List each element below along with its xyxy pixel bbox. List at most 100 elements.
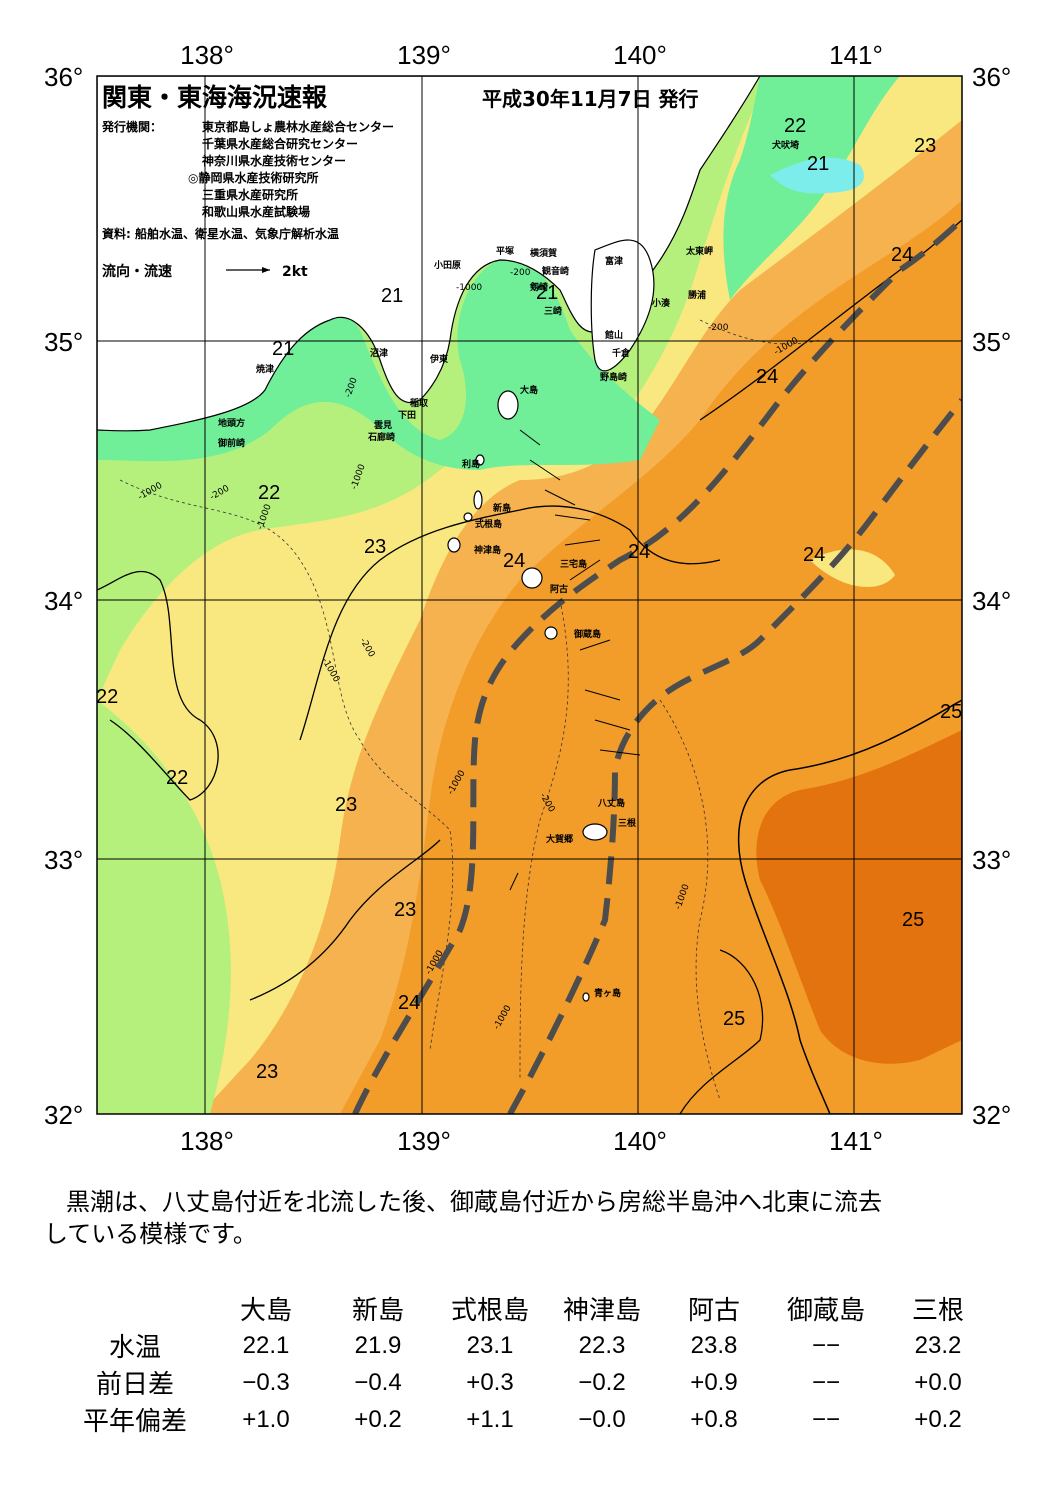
table-header-row: 大島 新島 式根島 神津島 阿古 御蔵島 三根 — [60, 1290, 994, 1327]
map-frame — [96, 75, 963, 1115]
contour-label: 23 — [394, 899, 416, 921]
current-legend-label: 流向・流速 — [102, 263, 172, 280]
current-arrow — [594, 719, 631, 731]
place-label: 焼津 — [256, 363, 274, 375]
kuroshio-axis — [352, 217, 962, 1114]
sea-temperature-map: 138° 139° 140° 141° 138° 139° 140° 141° … — [44, 40, 1011, 1156]
table-cell: 22.1 — [242, 1331, 290, 1359]
contour-label: 23 — [364, 536, 386, 558]
contour-label: 21 — [536, 282, 558, 304]
issuer: ◎静岡県水産技術研究所 — [188, 170, 318, 185]
contour-label: 22 — [258, 482, 280, 504]
column-header: 大島 — [239, 1296, 292, 1326]
lat-label-left: 35° — [44, 327, 83, 357]
contour-label: 25 — [902, 909, 924, 931]
place-label: 館山 — [604, 329, 623, 341]
issuer: 三重県水産研究所 — [202, 187, 298, 202]
honshu-coast — [97, 76, 761, 432]
column-header: 新島 — [351, 1296, 404, 1326]
issuers-label: 発行機関： — [101, 119, 162, 134]
contour-label: 25 — [723, 1008, 745, 1030]
lat-label-left: 33° — [44, 845, 83, 875]
table-cell: +1.0 — [242, 1405, 290, 1433]
place-label: 阿古 — [550, 583, 568, 595]
current-arrow — [579, 639, 611, 651]
depth-label: -1000 — [456, 283, 482, 293]
kozushima-island — [447, 537, 461, 553]
description-text: 黒潮は、八丈島付近を北流した後、御蔵島付近から房総半島沖へ北東に流去 している模… — [44, 1186, 1024, 1250]
map-title: 関東・東海海況速報 — [102, 83, 328, 112]
contour-label: 24 — [398, 992, 420, 1014]
place-label: 石廊崎 — [367, 431, 395, 443]
place-labels: 大島 利島 新島 式根島 神津島 三宅島 阿古 御蔵島 八丈島 三根 大賀郷 青… — [217, 139, 799, 999]
place-label: 雲見 — [374, 419, 392, 431]
column-header: 神津島 — [562, 1296, 641, 1326]
place-label: 伊東 — [429, 353, 448, 365]
table-cell: −− — [811, 1368, 841, 1396]
description-line: 黒潮は、八丈島付近を北流した後、御蔵島付近から房総半島沖へ北東に流去 — [66, 1188, 882, 1216]
aogashima-island — [582, 992, 590, 1002]
place-label: 千倉 — [612, 347, 631, 359]
place-label: 小湊 — [651, 297, 671, 309]
contour-label: 22 — [166, 767, 188, 789]
table-cell: +0.9 — [690, 1368, 738, 1396]
lon-label-top: 141° — [829, 40, 883, 70]
toshima-island — [475, 454, 485, 466]
isotherm-25 — [737, 699, 962, 1114]
place-label: 神津島 — [474, 544, 501, 556]
lon-label-top: 140° — [613, 40, 667, 70]
kuroshio-axis-main — [352, 217, 962, 1114]
lat-label-right: 32° — [972, 1100, 1011, 1130]
cold-water-21 — [770, 157, 864, 194]
lat-label-right: 34° — [972, 586, 1011, 616]
lon-label-bottom: 139° — [397, 1126, 451, 1156]
zone-21 — [97, 258, 660, 470]
place-label: 式根島 — [475, 518, 502, 530]
contour-label: 24 — [891, 244, 913, 266]
place-label: 御蔵島 — [573, 628, 601, 640]
map-header: 関東・東海海況速報 平成30年11月7日 発行 発行機関： 東京都島しょ農林水産… — [101, 83, 699, 280]
table-cell: +0.2 — [914, 1405, 962, 1433]
oshima-island — [497, 390, 519, 420]
issuer: 千葉県水産総合研究センター — [202, 136, 358, 151]
place-label: 大賀郷 — [546, 833, 573, 845]
contour-label: 21 — [807, 153, 829, 175]
table-row: 水温 22.1 21.9 23.1 22.3 23.8 −− 23.2 — [60, 1327, 994, 1364]
place-label: 勝浦 — [688, 289, 706, 301]
depth-1000-central — [519, 599, 569, 1081]
column-header: 阿古 — [687, 1296, 740, 1326]
row-label: 前日差 — [95, 1370, 174, 1400]
zone-26 — [756, 730, 962, 1064]
axis-labels: 138° 139° 140° 141° 138° 139° 140° 141° … — [44, 40, 1011, 1156]
graticule — [97, 76, 962, 1114]
lon-label-bottom: 141° — [829, 1126, 883, 1156]
place-label: 剱崎 — [529, 281, 548, 293]
issuer: 神奈川県水産技術センター — [202, 153, 346, 168]
row-label: 水温 — [108, 1333, 161, 1363]
contour-label: 24 — [503, 550, 525, 572]
depth-1000-east — [659, 699, 721, 1101]
issuer: 東京都島しょ農林水産総合センター — [202, 119, 394, 134]
description-line: している模様です。 — [44, 1220, 257, 1248]
contour-label: 22 — [96, 686, 118, 708]
contour-label: 25 — [940, 701, 962, 723]
place-label: 三根 — [618, 817, 637, 829]
depth-1000-west — [119, 479, 454, 1051]
place-label: 太東岬 — [685, 245, 713, 257]
current-arrow — [554, 514, 591, 521]
current-vectors — [509, 429, 641, 891]
contour-label: 24 — [756, 366, 778, 388]
place-label: 横須賀 — [530, 247, 557, 259]
contour-label: 23 — [256, 1061, 278, 1083]
depth-contours — [119, 319, 821, 1101]
table-cell: −0.0 — [578, 1405, 626, 1433]
row-label: 平年偏差 — [82, 1407, 187, 1437]
table-cell: 21.9 — [354, 1331, 402, 1359]
table-cell: +0.2 — [354, 1405, 402, 1433]
place-label: 新島 — [493, 502, 511, 514]
temperature-zones — [97, 76, 962, 1114]
data-sources: 資料: 船舶水温、衛星水温、気象庁解析水温 — [102, 226, 339, 241]
place-label: 利島 — [461, 458, 480, 470]
table-cell: 23.2 — [914, 1331, 962, 1359]
zone-22-south — [97, 700, 231, 1114]
